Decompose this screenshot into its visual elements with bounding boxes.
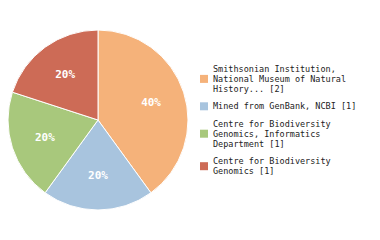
legend-swatch [200,75,208,83]
legend-label-line: National Museum of Natural [213,74,346,84]
data-label: 20% [88,169,108,182]
legend: Smithsonian Institution,National Museum … [200,64,356,177]
legend-label-line: Centre for Biodiversity [213,156,331,166]
legend-swatch [200,130,208,138]
legend-label: Centre for BiodiversityGenomics, Informa… [213,119,331,149]
legend-label-line: Mined from GenBank, NCBI [1] [213,101,356,111]
data-label: 20% [55,68,75,81]
legend-label: Centre for BiodiversityGenomics [1] [213,156,331,176]
chart: 40% 20% 20% 20% Smithsonian Institution,Nati… [0,0,380,240]
legend-label-line: History... [2] [213,84,285,94]
data-label: 20% [35,131,55,144]
legend-label-line: Genomics, Informatics [213,129,320,139]
pie [8,30,188,210]
legend-label-line: Centre for Biodiversity [213,119,331,129]
pie-slice [12,30,98,120]
legend-label: Mined from GenBank, NCBI [1] [213,101,356,111]
data-label: 40% [141,96,161,109]
legend-label-line: Department [1] [213,139,285,149]
legend-label-line: Smithsonian Institution, [213,64,336,74]
legend-label-line: Genomics [1] [213,166,274,176]
chart-container: 40% 20% 20% 20% Smithsonian Institution,Nati… [0,0,380,240]
legend-label: Smithsonian Institution,National Museum … [213,64,346,94]
data-labels: 40% 20% 20% 20% [35,68,161,182]
legend-swatch [200,162,208,170]
legend-swatch [200,102,208,110]
